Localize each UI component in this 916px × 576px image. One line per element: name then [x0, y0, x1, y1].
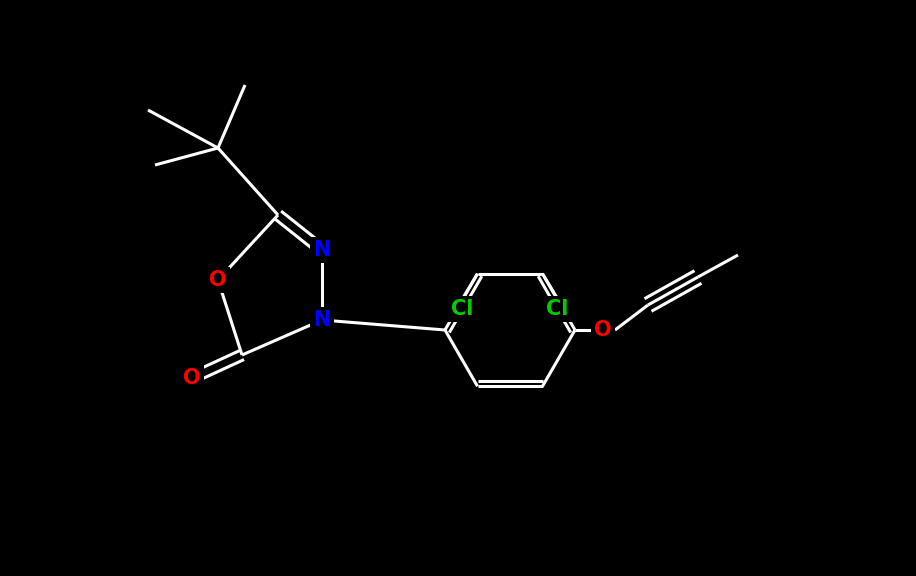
Text: O: O: [183, 368, 201, 388]
Text: O: O: [209, 270, 227, 290]
Text: N: N: [313, 240, 331, 260]
Text: O: O: [594, 320, 612, 340]
Text: Cl: Cl: [452, 299, 474, 319]
Text: Cl: Cl: [546, 299, 569, 319]
Text: N: N: [313, 310, 331, 330]
